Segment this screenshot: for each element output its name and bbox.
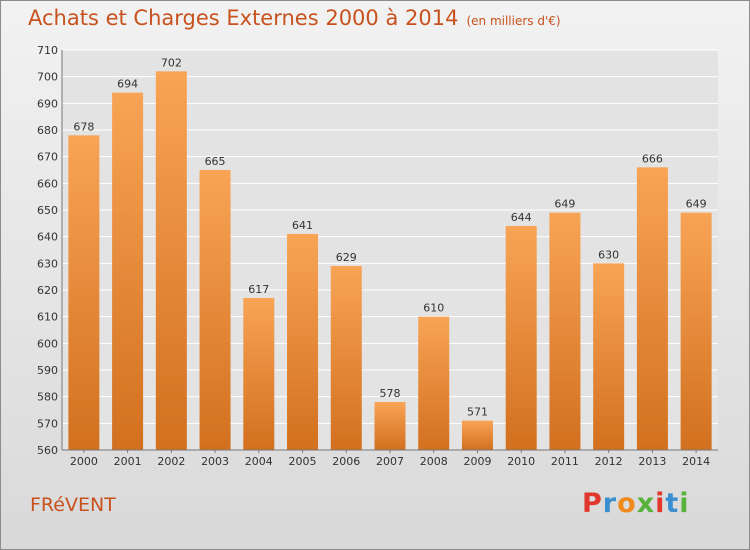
chart-title: Achats et Charges Externes 2000 à 2014 (e… bbox=[28, 6, 561, 30]
data-label: 666 bbox=[642, 152, 663, 165]
bar-2010 bbox=[505, 226, 537, 450]
data-label: 694 bbox=[117, 78, 138, 91]
x-tick-label: 2000 bbox=[70, 455, 98, 468]
logo-letter: x bbox=[636, 488, 656, 519]
x-tick-label: 2001 bbox=[114, 455, 142, 468]
bar-2004 bbox=[243, 298, 275, 450]
bar-2000 bbox=[68, 135, 100, 451]
bar-2014 bbox=[680, 212, 712, 450]
bar-2011 bbox=[549, 212, 581, 450]
y-tick-label: 570 bbox=[37, 417, 58, 430]
data-label: 665 bbox=[205, 155, 226, 168]
y-tick-label: 600 bbox=[37, 337, 58, 350]
x-tick-label: 2005 bbox=[289, 455, 317, 468]
logo-letter: i bbox=[679, 488, 690, 519]
y-tick-label: 690 bbox=[37, 97, 58, 110]
y-tick-label: 710 bbox=[37, 44, 58, 57]
bar-2003 bbox=[199, 170, 231, 450]
x-tick-label: 2004 bbox=[245, 455, 273, 468]
y-tick-label: 560 bbox=[37, 444, 58, 457]
logo-letter: r bbox=[602, 488, 618, 519]
logo-letter: o bbox=[617, 488, 637, 519]
bar-2001 bbox=[112, 92, 144, 451]
x-tick-label: 2012 bbox=[595, 455, 623, 468]
bar-2009 bbox=[461, 420, 493, 450]
chart-unit: (en milliers d'€) bbox=[466, 14, 561, 28]
bar-2002 bbox=[155, 71, 187, 450]
x-tick-label: 2003 bbox=[201, 455, 229, 468]
x-tick-label: 2007 bbox=[376, 455, 404, 468]
bar-2007 bbox=[374, 402, 406, 450]
y-tick-label: 590 bbox=[37, 364, 58, 377]
bar-2005 bbox=[287, 234, 319, 450]
logo-letter: P bbox=[582, 488, 603, 519]
y-tick-label: 580 bbox=[37, 391, 58, 404]
y-tick-label: 610 bbox=[37, 311, 58, 324]
y-tick-label: 660 bbox=[37, 177, 58, 190]
x-tick-label: 2011 bbox=[551, 455, 579, 468]
data-label: 649 bbox=[554, 198, 575, 211]
commune-name: FRéVENT bbox=[30, 494, 116, 516]
x-tick-label: 2008 bbox=[420, 455, 448, 468]
y-tick-label: 630 bbox=[37, 257, 58, 270]
y-tick-label: 650 bbox=[37, 204, 58, 217]
bar-2006 bbox=[330, 266, 362, 450]
data-label: 644 bbox=[511, 211, 532, 224]
x-tick-label: 2010 bbox=[507, 455, 535, 468]
logo-letter: t bbox=[665, 488, 680, 519]
x-tick-label: 2013 bbox=[638, 455, 666, 468]
data-label: 630 bbox=[598, 248, 619, 261]
y-tick-label: 620 bbox=[37, 284, 58, 297]
chart-title-text: Achats et Charges Externes 2000 à 2014 bbox=[28, 6, 459, 30]
y-tick-label: 640 bbox=[37, 231, 58, 244]
y-tick-label: 670 bbox=[37, 151, 58, 164]
proxiti-logo[interactable]: Proxiti bbox=[582, 488, 690, 519]
data-label: 649 bbox=[686, 198, 707, 211]
data-label: 678 bbox=[73, 120, 94, 133]
data-label: 578 bbox=[380, 387, 401, 400]
data-label: 617 bbox=[248, 283, 269, 296]
data-label: 610 bbox=[423, 302, 444, 315]
y-tick-label: 700 bbox=[37, 71, 58, 84]
x-tick-label: 2006 bbox=[332, 455, 360, 468]
x-tick-label: 2014 bbox=[682, 455, 710, 468]
x-tick-label: 2009 bbox=[463, 455, 491, 468]
bar-2013 bbox=[636, 167, 668, 451]
data-label: 641 bbox=[292, 219, 313, 232]
data-label: 571 bbox=[467, 406, 488, 419]
bar-2012 bbox=[593, 263, 625, 450]
bar-2008 bbox=[418, 316, 450, 450]
logo-letter: i bbox=[655, 488, 666, 519]
x-tick-label: 2002 bbox=[157, 455, 185, 468]
data-label: 702 bbox=[161, 56, 182, 69]
y-tick-label: 680 bbox=[37, 124, 58, 137]
data-label: 629 bbox=[336, 251, 357, 264]
